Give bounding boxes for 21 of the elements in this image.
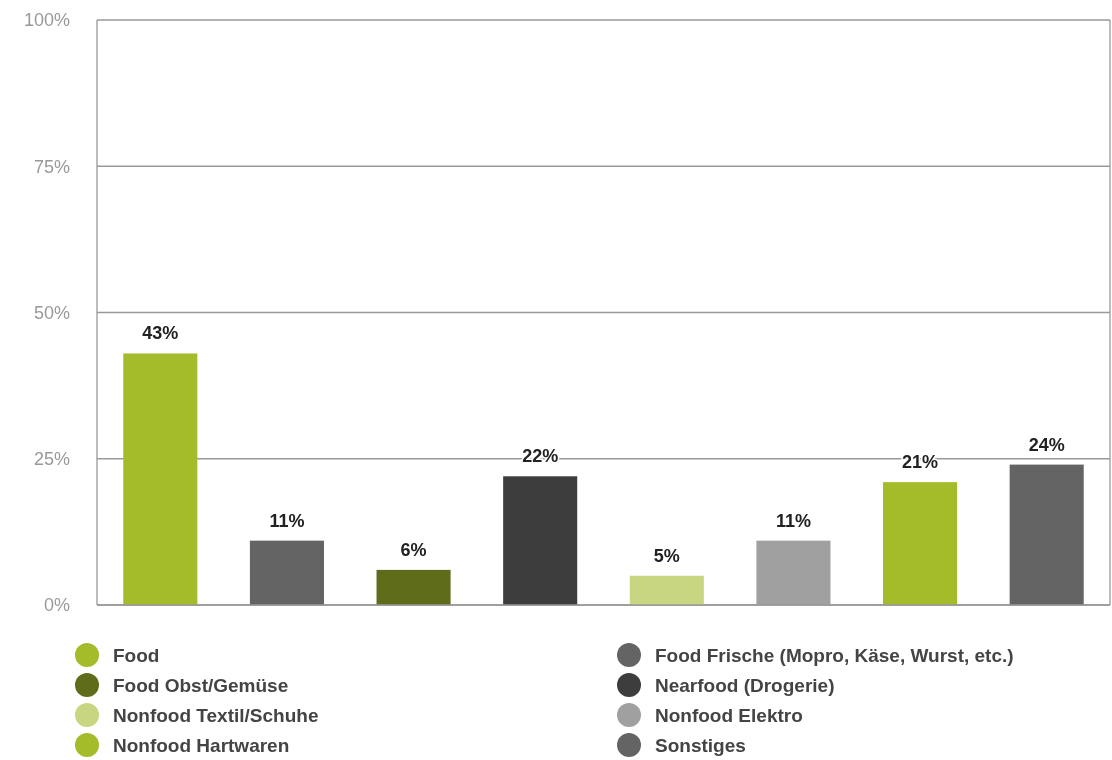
legend-label: Sonstiges — [655, 735, 746, 756]
y-tick-label: 0% — [43, 595, 70, 616]
data-label: 22% — [522, 446, 559, 467]
legend-label: Food — [113, 645, 160, 666]
legend-label: Nonfood Textil/Schuhe — [113, 705, 319, 726]
data-label: 6% — [400, 539, 427, 560]
data-label: 11% — [269, 510, 305, 531]
legend-label: Food Frische (Mopro, Käse, Wurst, etc.) — [655, 645, 1014, 666]
legend-label: Nearfood (Drogerie) — [655, 675, 835, 696]
data-label: 43% — [142, 323, 179, 344]
data-label: 21% — [902, 452, 939, 473]
data-label: 5% — [653, 545, 680, 566]
legend-label: Nonfood Hartwaren — [113, 735, 290, 756]
data-label: 24% — [1028, 434, 1065, 455]
y-tick-label: 25% — [33, 449, 70, 470]
legend-label: Nonfood Elektro — [655, 705, 803, 726]
legend-label: Food Obst/Gemüse — [113, 675, 289, 696]
data-label: 11% — [775, 510, 811, 531]
y-tick-label: 75% — [33, 156, 70, 177]
y-tick-label: 100% — [23, 10, 70, 31]
y-tick-label: 50% — [33, 302, 70, 323]
